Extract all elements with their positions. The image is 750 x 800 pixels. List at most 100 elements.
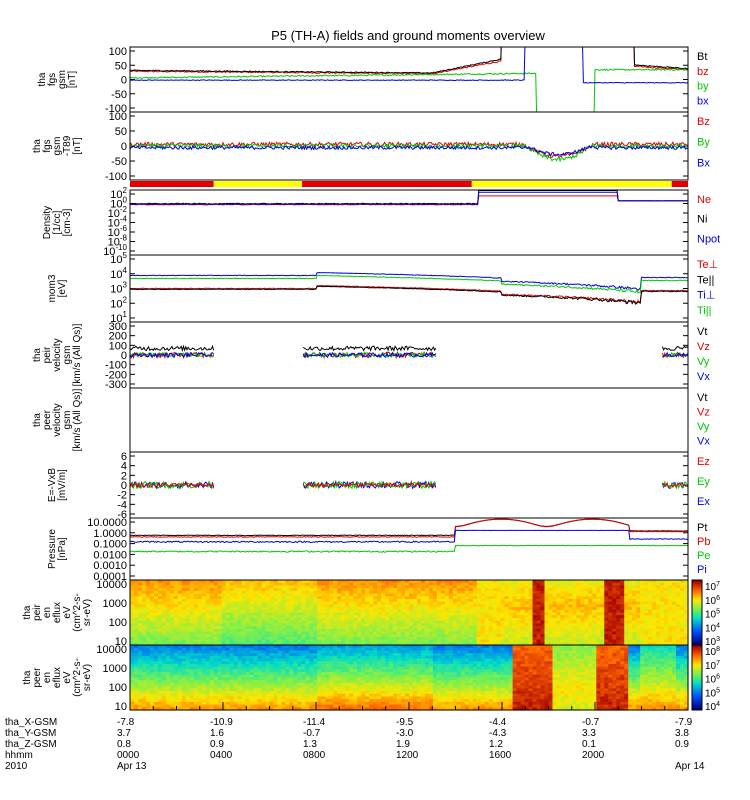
- spec-cell-peer_spec: [225, 661, 231, 665]
- spec-cell-peir_spec: [265, 639, 271, 643]
- spec-cell-peir_spec: [261, 580, 267, 584]
- spec-cell-peer_spec: [161, 682, 167, 687]
- spec-cell-peir_spec: [476, 639, 482, 643]
- spec-cell-peir_spec: [361, 590, 366, 595]
- spec-cell-peer_spec: [281, 666, 287, 670]
- spec-cell-peir_spec: [145, 580, 151, 584]
- spec-cell-peer_spec: [309, 663, 314, 668]
- spec-cell-peir_spec: [349, 636, 354, 641]
- spec-cell-peir_spec: [177, 634, 183, 638]
- spec-cell-peer_spec: [133, 658, 139, 662]
- spec-cell-peer_spec: [217, 650, 223, 654]
- spec-cell-peir_spec: [141, 615, 147, 619]
- spec-cell-peir_spec: [580, 609, 585, 614]
- spec-cell-peir_spec: [536, 631, 542, 635]
- spec-cell-peir_spec: [357, 628, 362, 633]
- spec-cell-peir_spec: [329, 612, 334, 616]
- spec-cell-peir_spec: [181, 642, 187, 646]
- spec-cell-peer_spec: [209, 685, 215, 689]
- spec-cell-peir_spec: [209, 623, 215, 627]
- spec-cell-peir_spec: [612, 626, 617, 630]
- spec-cell-peir_spec: [233, 609, 239, 614]
- spec-cell-peir_spec: [676, 626, 681, 630]
- spec-cell-peir_spec: [644, 623, 649, 627]
- spec-cell-peir_spec: [616, 628, 621, 633]
- spec-cell-peir_spec: [660, 631, 665, 635]
- spec-cell-peir_spec: [556, 604, 562, 608]
- spec-cell-peir_spec: [273, 617, 279, 622]
- spec-cell-peir_spec: [385, 612, 390, 616]
- spec-cell-peir_spec: [604, 580, 609, 584]
- spec-cell-peir_spec: [600, 590, 605, 595]
- spec-cell-peir_spec: [572, 626, 577, 630]
- spec-cell-peer_spec: [325, 696, 330, 700]
- spec-cell-peer_spec: [265, 661, 271, 665]
- spec-cell-peir_spec: [448, 582, 454, 587]
- series-pressure-pi: [130, 529, 688, 544]
- spec-cell-peir_spec: [337, 634, 342, 638]
- spec-cell-peir_spec: [249, 598, 255, 603]
- spec-cell-peer_spec: [233, 691, 239, 695]
- spec-cell-peir_spec: [265, 585, 271, 589]
- spec-cell-peir_spec: [556, 623, 562, 627]
- spec-cell-peer_spec: [285, 661, 291, 665]
- spec-cell-peir_spec: [424, 609, 430, 614]
- spec-cell-peir_spec: [321, 628, 326, 633]
- spec-cell-peir_spec: [217, 612, 223, 616]
- spec-cell-peer_spec: [177, 699, 183, 703]
- spec-cell-peir_spec: [548, 604, 554, 608]
- spec-cell-peir_spec: [225, 607, 231, 611]
- spec-cell-peir_spec: [532, 593, 538, 597]
- spec-cell-peir_spec: [333, 634, 338, 638]
- spec-cell-peer_spec: [297, 653, 302, 657]
- spec-cell-peir_spec: [664, 628, 669, 633]
- spec-cell-peer_spec: [225, 699, 231, 703]
- spec-cell-peir_spec: [660, 617, 665, 622]
- spec-cell-peer_spec: [165, 658, 171, 662]
- spec-cell-peir_spec: [373, 601, 378, 605]
- spec-cell-peir_spec: [377, 593, 382, 597]
- spec-cell-peir_spec: [209, 607, 215, 611]
- spec-cell-peir_spec: [676, 615, 681, 619]
- spec-cell-peir_spec: [492, 634, 498, 638]
- spec-cell-peer_spec: [257, 685, 263, 689]
- spec-cell-peir_spec: [676, 596, 681, 600]
- spec-cell-peir_spec: [676, 585, 681, 589]
- spec-cell-peer_spec: [293, 669, 298, 673]
- spec-cell-peir_spec: [528, 590, 534, 595]
- spec-cell-peer_spec: [133, 704, 139, 708]
- spec-cell-peir_spec: [672, 593, 677, 597]
- spec-cell-peir_spec: [333, 585, 338, 589]
- spec-cell-peir_spec: [524, 593, 530, 597]
- spec-cell-peir_spec: [373, 642, 378, 646]
- mode-bar-segment-4: [671, 181, 688, 187]
- spec-cell-peir_spec: [636, 626, 641, 630]
- spec-cell-peir_spec: [217, 588, 223, 592]
- spec-cell-peer_spec: [229, 685, 235, 689]
- spec-cell-peir_spec: [532, 596, 538, 600]
- spec-cell-peer_spec: [293, 677, 298, 681]
- spec-cell-peir_spec: [524, 582, 530, 587]
- spec-cell-peir_spec: [568, 601, 574, 605]
- spec-cell-peir_spec: [624, 639, 629, 643]
- spec-cell-peer_spec: [193, 688, 199, 692]
- spec-cell-peir_spec: [664, 590, 669, 595]
- spec-cell-peer_spec: [169, 655, 175, 660]
- spec-cell-peir_spec: [548, 588, 554, 592]
- spec-cell-peir_spec: [185, 609, 191, 614]
- spec-cell-peir_spec: [321, 609, 326, 614]
- spec-cell-peir_spec: [588, 607, 593, 611]
- spec-cell-peir_spec: [269, 607, 275, 611]
- ytick-label-fgs-0: 100: [109, 46, 127, 58]
- spec-cell-peir_spec: [197, 582, 203, 587]
- spec-cell-peir_spec: [345, 601, 350, 605]
- spec-cell-peir_spec: [484, 585, 490, 589]
- spec-cell-peir_spec: [157, 626, 163, 630]
- spec-cell-peir_spec: [548, 636, 554, 641]
- spec-cell-peir_spec: [660, 582, 665, 587]
- spec-cell-peir_spec: [381, 590, 386, 595]
- spec-cell-peir_spec: [428, 582, 434, 587]
- spec-cell-peer_spec: [305, 691, 310, 695]
- spec-cell-peir_spec: [496, 628, 502, 633]
- spec-cell-peir_spec: [636, 585, 641, 589]
